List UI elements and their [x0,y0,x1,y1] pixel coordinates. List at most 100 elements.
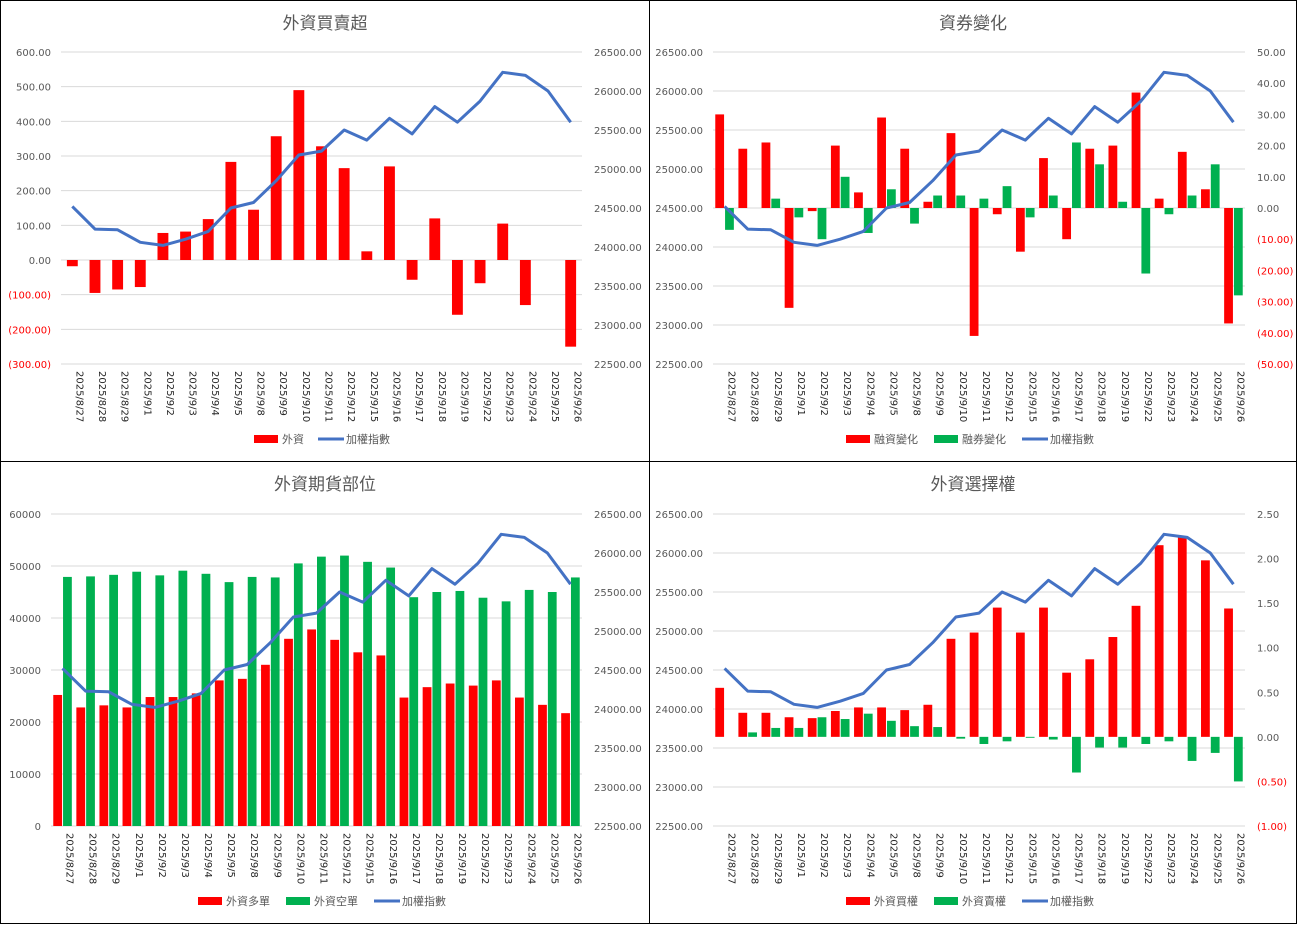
x-axis-tick: 2025/9/10 [300,371,311,422]
bar-融資變化 [808,208,817,211]
left-axis-tick: 24000.00 [655,705,703,716]
bar-外資空單 [63,577,72,826]
x-axis-tick: 2025/9/10 [294,833,305,884]
bar-外資賣權 [1211,737,1220,753]
bar-融券變化 [956,196,965,208]
right-axis-tick: (20.00) [1257,266,1294,277]
left-axis-tick: (200.00) [8,325,51,336]
legend-label: 外資賣權 [962,894,1006,908]
bar-外資空單 [548,592,557,826]
bar-融券變化 [1118,202,1127,208]
x-axis-tick: 2025/9/15 [364,833,375,884]
x-axis-tick: 2025/8/29 [772,833,783,884]
legend-swatch [934,897,958,905]
bar-外資多單 [76,707,85,826]
x-axis-tick: 2025/9/24 [1188,833,1199,884]
right-axis-tick: (30.00) [1257,298,1294,309]
x-axis-tick: 2025/9/5 [887,371,898,416]
bar-外資買權 [854,707,863,736]
right-axis-tick: 40.00 [1257,79,1286,90]
bar-外資賣權 [1165,737,1174,741]
x-axis-tick: 2025/9/9 [934,833,945,878]
left-axis-tick: 200.00 [16,187,51,198]
left-axis-tick: 50000 [9,562,41,573]
bar-外資空單 [155,575,164,826]
bar-外資買權 [785,717,794,737]
x-axis-tick: 2025/9/4 [209,371,220,416]
bar-外資多單 [400,698,409,826]
left-axis-tick: 24500.00 [655,204,703,215]
x-axis-tick: 2025/9/25 [1211,371,1222,422]
bar-融資變化 [923,202,932,208]
x-axis-tick: 2025/9/1 [795,833,806,878]
bar-外資多單 [192,693,201,826]
bar-外資買權 [1201,560,1210,737]
left-axis-tick: 600.00 [16,48,51,59]
bar-外資多單 [215,680,224,826]
bar-融券變化 [1003,186,1012,208]
margin-short-change-chart: 資券變化22500.0023000.0023500.0024000.002450… [650,1,1296,461]
x-axis-tick: 2025/9/24 [525,833,536,884]
right-axis-tick: 24500.00 [594,204,642,215]
bar-外資買權 [1155,545,1164,737]
bar-外資賣權 [1026,737,1035,738]
x-axis-tick: 2025/9/9 [277,371,288,416]
bar-外資 [293,90,304,260]
bar-外資賣權 [1049,737,1058,740]
bar-外資空單 [456,591,465,826]
x-axis-tick: 2025/9/12 [1003,371,1014,422]
bar-融資變化 [1108,146,1117,208]
x-axis-tick: 2025/9/10 [957,833,968,884]
bar-外資買權 [1016,633,1025,737]
bar-外資 [452,260,463,315]
x-axis-tick: 2025/9/12 [1003,833,1014,884]
right-axis-tick: 0.00 [1257,204,1279,215]
legend-label: 外資空單 [314,894,358,908]
bar-融資變化 [762,142,771,208]
x-axis-tick: 2025/9/5 [232,371,243,416]
bar-融券變化 [841,177,850,208]
bar-融券變化 [1095,164,1104,208]
bar-外資多單 [238,679,247,826]
left-axis-tick: 22500.00 [655,360,703,371]
bar-外資 [135,260,146,287]
x-axis-tick: 2025/8/28 [96,371,107,422]
bar-外資多單 [169,697,178,826]
bar-外資 [407,260,418,280]
bar-外資空單 [317,557,326,826]
legend-swatch [846,897,870,905]
x-axis-tick: 2025/9/18 [436,371,447,422]
right-axis-tick: 26000.00 [594,549,642,560]
bar-融券變化 [910,208,919,224]
bar-融券變化 [1234,208,1243,295]
bar-融券變化 [771,199,780,208]
legend-label: 外資 [282,433,304,446]
right-axis-tick: 23500.00 [594,744,642,755]
x-axis-tick: 2025/9/3 [187,371,198,416]
bar-外資 [112,260,123,289]
bar-外資多單 [353,652,362,826]
left-axis-tick: (100.00) [8,291,51,302]
x-axis-tick: 2025/9/10 [957,371,968,422]
bar-融資變化 [970,208,979,336]
bar-外資空單 [109,575,118,826]
bar-外資空單 [271,577,280,826]
x-axis-tick: 2025/9/24 [1188,371,1199,422]
x-axis-tick: 2025/8/28 [749,833,760,884]
right-axis-tick: 25500.00 [594,126,642,137]
x-axis-tick: 2025/9/8 [911,833,922,878]
bar-融資變化 [785,208,794,308]
right-axis-tick: 23500.00 [594,282,642,293]
bar-外資賣權 [956,737,965,739]
left-axis-tick: 26000.00 [655,549,703,560]
x-axis-tick: 2025/9/1 [141,371,152,416]
x-axis-tick: 2025/9/26 [1234,371,1245,422]
x-axis-tick: 2025/9/17 [413,371,424,422]
bar-外資空單 [86,576,95,826]
x-axis-tick: 2025/9/19 [456,833,467,884]
right-axis-tick: 26500.00 [594,48,642,59]
legend-label: 加權指數 [1050,432,1094,446]
foreign-options-chart: 外資選擇權22500.0023000.0023500.0024000.00245… [650,462,1296,923]
